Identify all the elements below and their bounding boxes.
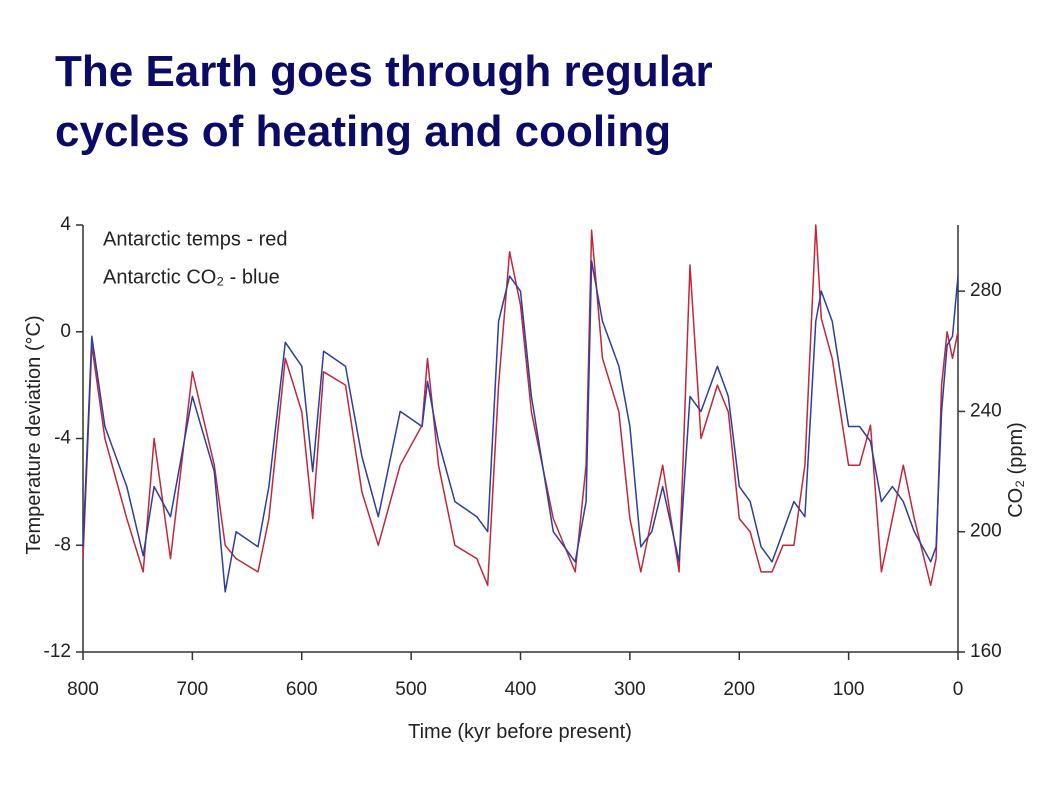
legend-entry: Antarctic CO₂ - blue [103, 266, 280, 288]
series-line [82, 260, 959, 593]
series-line [82, 224, 959, 587]
slide-title: cycles of heating and cooling [55, 107, 671, 156]
y-tick-label: 0 [60, 321, 71, 342]
slide-title: The Earth goes through regular [55, 47, 713, 96]
y-tick-label: -12 [44, 641, 71, 662]
x-tick-label: 0 [953, 679, 964, 700]
y2-tick-label: 200 [970, 521, 1002, 542]
x-tick-label: 100 [833, 679, 865, 700]
y-tick-label: -8 [54, 534, 71, 555]
y-axis-label: Temperature deviation (°C) [23, 315, 45, 554]
x-tick-label: 600 [286, 679, 318, 700]
y2-axis-label: CO₂ (ppm) [1005, 422, 1027, 518]
x-tick-label: 800 [67, 679, 99, 700]
y-tick-label: -4 [54, 428, 71, 449]
x-tick-label: 400 [505, 679, 537, 700]
x-tick-label: 300 [614, 679, 646, 700]
y2-tick-label: 280 [970, 280, 1002, 301]
x-tick-label: 200 [723, 679, 755, 700]
x-tick-label: 500 [395, 679, 427, 700]
legend-entry: Antarctic temps - red [103, 228, 288, 250]
x-tick-label: 700 [177, 679, 209, 700]
y2-tick-label: 240 [970, 400, 1002, 421]
y2-tick-label: 160 [970, 641, 1002, 662]
y-tick-label: 4 [60, 214, 71, 235]
x-axis-label: Time (kyr before present) [408, 721, 632, 743]
